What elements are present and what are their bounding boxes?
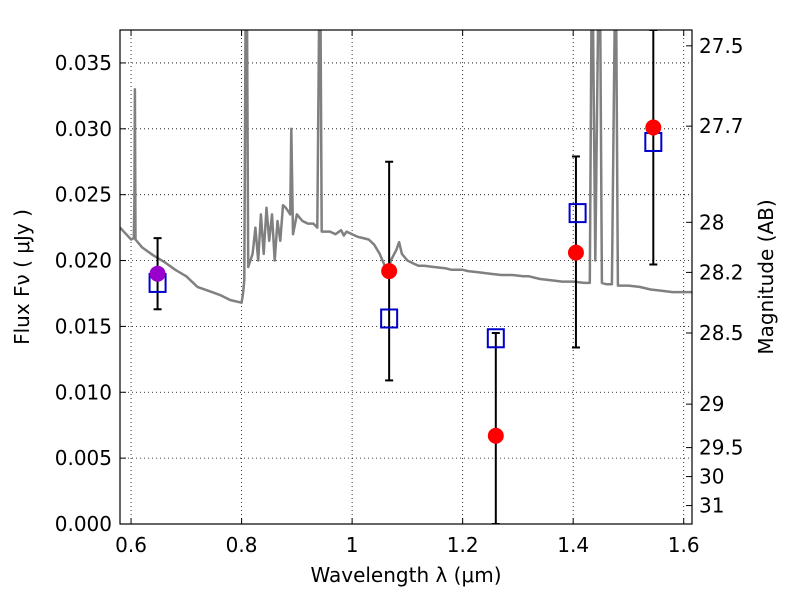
right-y-tick-label: 27.7 bbox=[699, 114, 744, 138]
data-point bbox=[381, 263, 398, 280]
x-tick-label: 0.6 bbox=[115, 533, 147, 557]
data-point bbox=[149, 265, 166, 282]
right-y-tick-label: 28.2 bbox=[699, 260, 744, 284]
x-tick-label: 1.6 bbox=[668, 533, 700, 557]
x-axis-label: Wavelength λ (μm) bbox=[310, 563, 501, 587]
y-tick-label: 0.025 bbox=[55, 183, 112, 207]
axis-ticks bbox=[120, 30, 692, 525]
plot-area bbox=[120, 30, 692, 524]
y-tick-label: 0.035 bbox=[55, 51, 112, 75]
y-tick-label: 0.005 bbox=[55, 446, 112, 470]
right-y-tick-label: 28.5 bbox=[699, 321, 744, 345]
right-y-axis-label: Magnitude (AB) bbox=[754, 199, 778, 354]
model-square-marker bbox=[568, 203, 587, 224]
right-y-tick-label: 29.5 bbox=[699, 436, 744, 460]
x-tick-label: 1.2 bbox=[447, 533, 479, 557]
data-point bbox=[645, 119, 662, 136]
right-y-tick-label: 28 bbox=[699, 210, 724, 234]
markers bbox=[148, 119, 663, 444]
right-y-tick-label: 29 bbox=[699, 392, 724, 416]
plot-frame bbox=[119, 29, 693, 525]
x-tick-label: 1.4 bbox=[557, 533, 589, 557]
tick-labels: 0.6 0.8 1 1.2 1.4 1.6 0.000 0.005 0.010 0.015 0.02… bbox=[55, 34, 744, 557]
x-tick-label: 0.8 bbox=[226, 533, 258, 557]
data-point bbox=[487, 427, 504, 444]
model-spectrum bbox=[120, 30, 692, 304]
right-y-tick-label: 31 bbox=[699, 494, 724, 518]
spectrum-line bbox=[120, 30, 692, 304]
y-tick-label: 0.030 bbox=[55, 117, 112, 141]
y-tick-label: 0.010 bbox=[55, 380, 112, 404]
y-tick-label: 0.020 bbox=[55, 249, 112, 273]
data-point bbox=[567, 244, 584, 261]
right-y-tick-label: 27.5 bbox=[699, 34, 744, 58]
y-axis-label: Flux Fν ( μJy ) bbox=[10, 209, 34, 345]
y-tick-label: 0.015 bbox=[55, 314, 112, 338]
y-tick-label: 0.000 bbox=[55, 512, 112, 536]
model-square-marker bbox=[486, 328, 505, 349]
model-square-marker bbox=[380, 308, 399, 329]
x-tick-label: 1 bbox=[346, 533, 359, 557]
right-y-tick-label: 30 bbox=[699, 465, 724, 489]
